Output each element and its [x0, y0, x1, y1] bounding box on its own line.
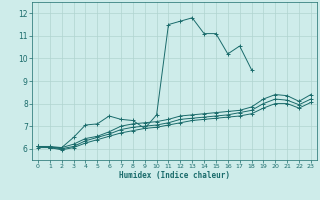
X-axis label: Humidex (Indice chaleur): Humidex (Indice chaleur): [119, 171, 230, 180]
